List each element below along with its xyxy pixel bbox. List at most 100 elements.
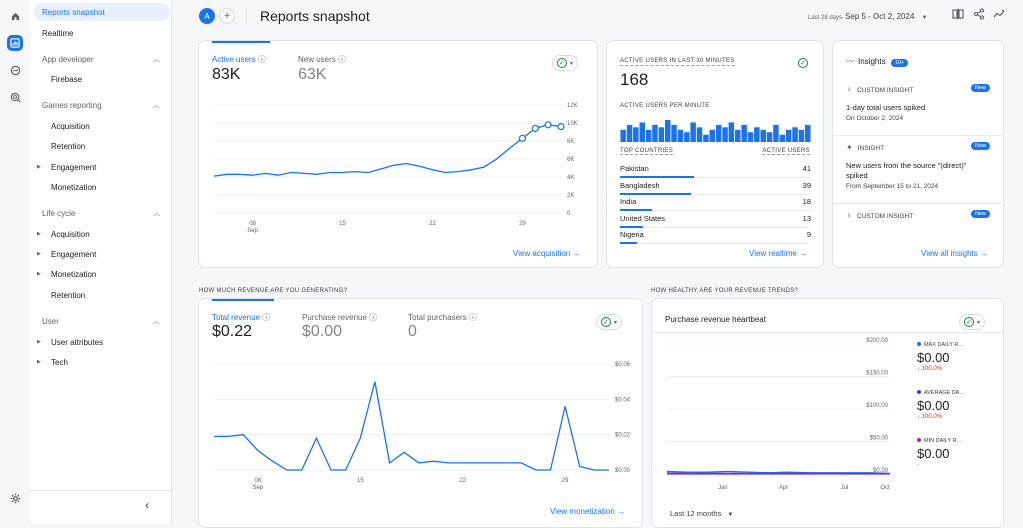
- per-minute-bar: [785, 129, 792, 142]
- new-users-tab[interactable]: New users ⓘ: [298, 54, 346, 65]
- view-acquisition-link[interactable]: View acquisition →: [513, 249, 580, 258]
- link-label: View realtime: [749, 249, 797, 258]
- link-label: View monetization: [550, 507, 615, 516]
- per-minute-bar: [620, 129, 626, 142]
- arrow-right-icon: →: [572, 249, 581, 258]
- reports-icon[interactable]: [7, 35, 23, 51]
- table-row: Pakistan 41: [620, 161, 811, 178]
- insight-check[interactable]: ✓: [795, 55, 811, 71]
- nav-tech[interactable]: ▶ Tech: [30, 353, 170, 371]
- home-icon[interactable]: [7, 8, 23, 24]
- legend-change: -: [917, 462, 919, 468]
- insight-kind-label: CUSTOM INSIGHT: [857, 213, 914, 220]
- insight-item[interactable]: ✦ INSIGHT New New users from the source "…: [833, 142, 1004, 204]
- nav-lc-engagement[interactable]: ▶ Engagement: [30, 245, 170, 263]
- series-line: [213, 124, 562, 177]
- help-icon[interactable]: ⓘ: [468, 313, 477, 322]
- y-tick-label: $0.02: [615, 433, 631, 439]
- nav-lc-acquisition[interactable]: ▶ Acquisition: [30, 225, 170, 243]
- help-icon[interactable]: ⓘ: [257, 55, 266, 64]
- x-tick-label: Apr: [779, 485, 788, 491]
- divider: [833, 135, 1004, 136]
- nav-section-label: Games reporting: [42, 100, 102, 110]
- insight-check-dropdown[interactable]: ✓ ▾: [596, 314, 622, 330]
- nav-item-label: Monetization: [51, 269, 97, 279]
- view-realtime-link[interactable]: View realtime →: [749, 249, 807, 258]
- insights-title-text: Insights: [858, 57, 886, 66]
- y-tick-label: 2K: [567, 193, 574, 199]
- insight-check-dropdown[interactable]: ✓ ▾: [552, 55, 578, 71]
- per-minute-bar: [703, 134, 709, 142]
- check-circle-icon: ✓: [556, 58, 567, 68]
- share-bar: [620, 209, 653, 211]
- per-minute-bar: [658, 127, 665, 142]
- x-tick-label: Oct: [880, 485, 890, 491]
- lightbulb-icon: ♀: [846, 85, 852, 94]
- nav-games-engagement[interactable]: ▶ Engagement: [30, 158, 170, 176]
- total-revenue-tab[interactable]: Total revenue ⓘ: [212, 312, 270, 323]
- nav-lc-retention[interactable]: Retention: [51, 290, 86, 300]
- insight-item[interactable]: ♀ CUSTOM INSIGHT New: [846, 210, 990, 225]
- x-tick-label: 22: [459, 478, 466, 484]
- total-revenue-label: Total revenue: [212, 313, 261, 322]
- period-dropdown[interactable]: Last 12 months ▼: [670, 509, 733, 518]
- data-point: [531, 124, 539, 133]
- users-cell: 41: [802, 164, 811, 173]
- nav-games-acquisition[interactable]: Acquisition: [51, 121, 90, 131]
- x-tick-label: 08: [249, 221, 256, 227]
- nav-realtime[interactable]: Realtime: [42, 28, 74, 38]
- nav-section-app-developer[interactable]: App developer ︿: [30, 50, 170, 68]
- legend-label: AVERAGE DA...: [924, 390, 964, 396]
- explore-icon[interactable]: [7, 62, 23, 78]
- nav-games-monetization[interactable]: Monetization: [51, 182, 97, 192]
- help-icon[interactable]: ⓘ: [262, 313, 271, 322]
- link-label: View all insights: [921, 249, 978, 258]
- advertising-icon[interactable]: [7, 89, 23, 105]
- insight-item[interactable]: ♀ CUSTOM INSIGHT New 1-day total users sp…: [833, 84, 1004, 136]
- caret-right-icon: ▶: [37, 251, 41, 257]
- insight-check-dropdown[interactable]: ✓ ▾: [959, 314, 985, 330]
- nav-item-label: Acquisition: [51, 229, 90, 239]
- sparkle-icon: ✦: [846, 143, 853, 152]
- nav-section-user[interactable]: User ︿: [30, 312, 170, 330]
- compare-icon[interactable]: [952, 8, 964, 23]
- per-minute-bar: [671, 124, 677, 142]
- date-range-picker[interactable]: Last 28 days Sep 5 - Oct 2, 2024 ▼: [808, 12, 928, 21]
- new-badge: New: [970, 84, 990, 92]
- nav-lc-monetization[interactable]: ▶ Monetization: [30, 265, 170, 283]
- nav-reports-snapshot[interactable]: Reports snapshot: [34, 3, 170, 21]
- insight-kind: ♀ CUSTOM INSIGHT: [846, 211, 913, 220]
- purchase-revenue-tab[interactable]: Purchase revenue ⓘ: [302, 312, 377, 323]
- nav-divider: [30, 490, 171, 491]
- help-icon[interactable]: ⓘ: [338, 55, 347, 64]
- add-comparison-button[interactable]: +: [219, 8, 235, 24]
- data-point: [557, 123, 565, 131]
- help-icon[interactable]: ⓘ: [369, 313, 378, 322]
- nav-user-attributes[interactable]: ▶ User attributes: [30, 333, 170, 351]
- per-minute-bar: [792, 127, 798, 142]
- caret-down-icon: ▼: [727, 512, 734, 518]
- nav-section-games-reporting[interactable]: Games reporting ︿: [30, 96, 170, 114]
- total-purchasers-tab[interactable]: Total purchasers ⓘ: [408, 312, 477, 323]
- purchase-revenue-value: $0.00: [302, 323, 343, 340]
- view-monetization-link[interactable]: View monetization →: [550, 507, 625, 516]
- collapse-nav-icon[interactable]: ‹: [145, 498, 149, 512]
- active-users-tab[interactable]: Active users ⓘ: [212, 54, 266, 65]
- y-tick-label: 10K: [567, 121, 578, 127]
- legend-change: ↓ 100.0%: [917, 366, 943, 372]
- insights-trend-icon[interactable]: [993, 8, 1006, 23]
- nav-section-life-cycle[interactable]: Life cycle ︿: [30, 204, 170, 222]
- check-circle-icon: ✓: [963, 317, 974, 327]
- gear-icon[interactable]: [7, 490, 23, 506]
- nav-firebase[interactable]: Firebase: [51, 74, 83, 84]
- y-tick-label: $150.00: [866, 371, 888, 377]
- avatar[interactable]: A: [199, 8, 215, 24]
- arrow-right-icon: →: [799, 249, 808, 258]
- nav-item-label: User attributes: [51, 337, 104, 347]
- legend-value: $0.00: [917, 350, 950, 365]
- share-icon[interactable]: [973, 8, 985, 23]
- share-bar: [620, 176, 695, 178]
- view-all-insights-link[interactable]: View all insights →: [921, 249, 988, 258]
- nav-games-retention[interactable]: Retention: [51, 141, 86, 151]
